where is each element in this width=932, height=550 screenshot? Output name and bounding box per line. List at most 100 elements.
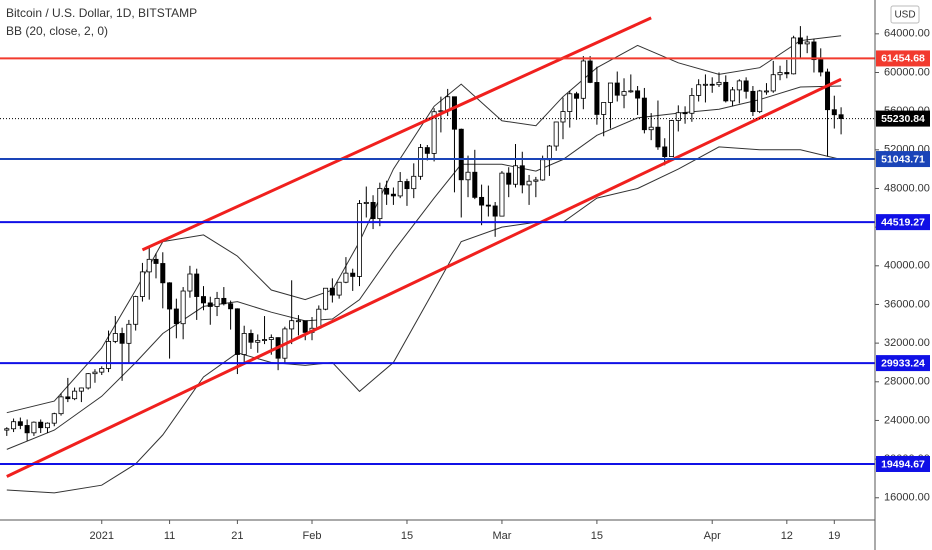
candle-body [655, 126, 661, 148]
y-tick-label: 64000.00 [884, 28, 930, 40]
candle-body [418, 147, 424, 177]
candle-body [519, 165, 525, 186]
candle-body [72, 390, 78, 400]
bollinger-upper [6, 35, 842, 414]
y-tick-label: 28000.00 [884, 376, 930, 388]
candle-body [465, 171, 471, 181]
candle-body [709, 83, 715, 86]
candle-body [126, 323, 132, 344]
y-tick-label: 48000.00 [884, 182, 930, 194]
candle-body [499, 172, 505, 217]
candle-body [580, 60, 586, 99]
candle-body [614, 82, 620, 96]
candle-body [743, 80, 749, 92]
last-price-label: 55230.84 [881, 113, 925, 125]
candle-body [757, 90, 763, 113]
level-badge [876, 214, 930, 231]
candle-body [180, 290, 186, 325]
candle-body [58, 396, 64, 415]
currency-box[interactable] [890, 5, 920, 24]
level-label: 44519.27 [881, 216, 925, 228]
candle-body [241, 333, 247, 355]
plot-area [0, 16, 875, 494]
candle-body [553, 121, 559, 147]
y-tick-label: 24000.00 [884, 414, 930, 426]
candle-body [4, 428, 10, 431]
candle-body [696, 84, 702, 96]
level-label: 61454.68 [881, 53, 925, 65]
candle-body [818, 59, 824, 73]
bollinger-lower [6, 146, 842, 494]
candle-body [397, 181, 403, 197]
candle-body [85, 373, 91, 389]
candle-body [248, 333, 254, 343]
x-tick-label: 15 [401, 530, 413, 542]
candle-body [207, 302, 213, 307]
candle-body [350, 272, 356, 277]
candle-body [750, 90, 756, 113]
candle-body [17, 421, 23, 426]
candle-body [675, 112, 681, 121]
candle-body [716, 81, 722, 86]
candle-body [736, 80, 742, 91]
x-tick-label: 12 [781, 530, 793, 542]
overlay: Bitcoin / U.S. Dollar, 1D, BITSTAMP BB (… [6, 6, 197, 38]
candle-body [682, 112, 688, 115]
candle-body [424, 147, 430, 154]
candle-body [316, 308, 322, 329]
candle-body [458, 128, 464, 181]
candle-body [777, 72, 783, 76]
trendline [6, 77, 842, 478]
level-label: 51043.71 [881, 153, 925, 165]
candle-body [323, 287, 329, 310]
candle-body [621, 91, 627, 96]
candle-body [377, 187, 383, 220]
candle-body [363, 201, 369, 204]
candle-body [607, 82, 613, 103]
candle-body [289, 320, 295, 330]
chart-title: Bitcoin / U.S. Dollar, 1D, BITSTAMP [6, 6, 197, 20]
y-tick-label: 60000.00 [884, 66, 930, 78]
candle-body [635, 90, 641, 99]
candle-body [533, 179, 539, 182]
candle-body [825, 71, 831, 111]
candle-body [92, 371, 98, 375]
candle-body [791, 37, 797, 75]
level-badge [876, 455, 930, 472]
candle-body [268, 337, 274, 340]
candle-body [31, 421, 37, 434]
x-tick-label: Feb [303, 530, 322, 542]
candle-body [146, 258, 152, 273]
candle-body [255, 340, 261, 343]
y-tick-label: 16000.00 [884, 492, 930, 504]
candle-body [11, 421, 17, 430]
candle-body [194, 273, 200, 297]
candle-body [811, 41, 817, 61]
candle-body [648, 126, 654, 131]
candle-body [44, 422, 50, 429]
level-label: 19494.67 [881, 458, 925, 470]
candle-body [560, 111, 566, 123]
candle-body [65, 396, 71, 400]
candle-body [139, 271, 145, 297]
candle-body [513, 165, 519, 185]
indicator-label: BB (20, close, 2, 0) [6, 24, 108, 38]
candle-body [567, 93, 573, 112]
candle-body [451, 96, 457, 130]
level-badge [876, 50, 930, 67]
candle-body [723, 81, 729, 102]
candle-body [24, 425, 30, 434]
candle-body [831, 109, 837, 116]
level-badge [876, 355, 930, 372]
candle-body [302, 320, 308, 333]
candle-body [506, 172, 512, 185]
candle-body [730, 89, 736, 102]
candle-body [763, 90, 769, 93]
candle-body [804, 41, 810, 45]
candle-body [38, 421, 44, 429]
candle-body [133, 296, 139, 325]
candle-body [119, 333, 125, 344]
y-tick-label: 40000.00 [884, 260, 930, 272]
